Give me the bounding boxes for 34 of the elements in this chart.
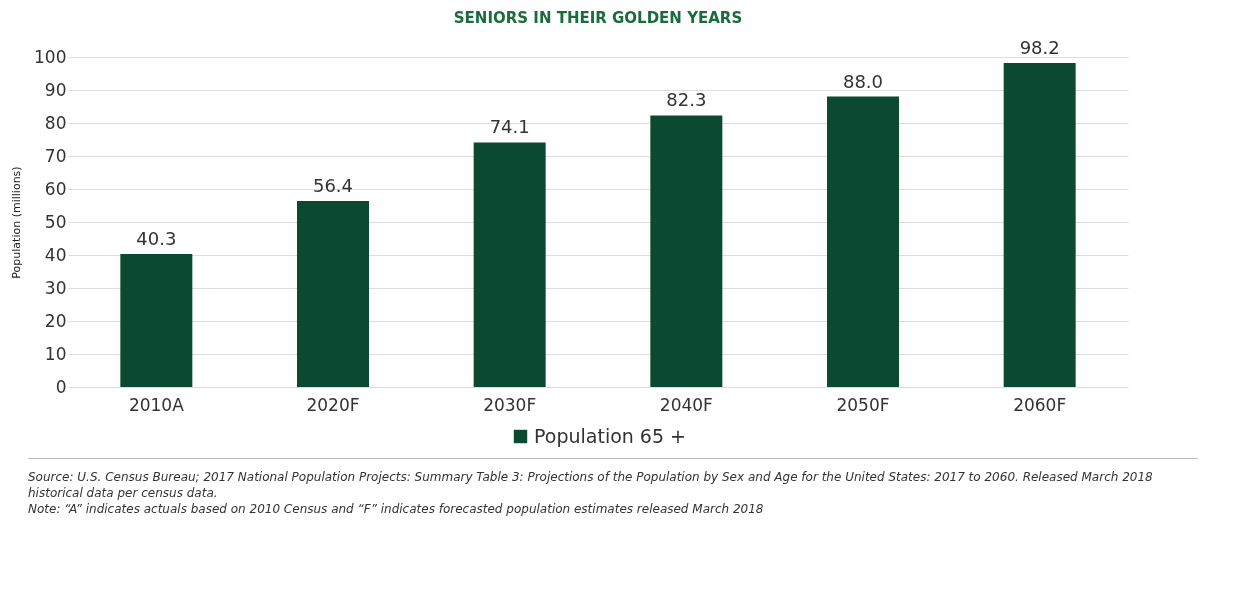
bar [827, 96, 899, 387]
source-note: Source: U.S. Census Bureau; 2017 National Population Projects: Summary Table 3: Projections of the Population by Sex and Age for the United States: 2017 to 2060. Released March 2018 historical data per census data. [28, 469, 1154, 501]
y-tick-label: 10 [44, 343, 67, 364]
text: Note: “A” indicates actuals based on 2010 Census and “F” indicates forecasted population estimates released March 2018 [28, 501, 765, 517]
bar [297, 200, 369, 387]
text: 98.2 [1019, 36, 1060, 58]
text: 40.3 [136, 228, 177, 250]
y-tick-label: 90 [44, 79, 67, 100]
x-tick-label: 2010A [128, 394, 185, 415]
y-tick-label: 50 [44, 211, 67, 232]
y-tick-label: 100 [34, 46, 67, 67]
y-tick-label: 40 [44, 244, 67, 265]
text: 88.0 [842, 70, 884, 92]
bar [473, 142, 546, 387]
chart-title: SENIORS IN THEIR GOLDEN YEARS [453, 8, 743, 27]
y-tick-label: 30 [44, 277, 67, 298]
bar [1003, 62, 1076, 387]
y-tick-label: 70 [44, 145, 67, 166]
bar [120, 254, 193, 387]
bar [650, 115, 723, 387]
text: 74.1 [489, 116, 530, 138]
y-tick-label: 60 [44, 178, 67, 199]
x-tick-label: 2030F [483, 394, 537, 415]
y-axis-title: Population (millions) [10, 166, 24, 279]
y-tick-label: 0 [55, 376, 67, 397]
x-tick-label: 2050F [836, 394, 890, 415]
x-tick-label: 2060F [1013, 394, 1067, 415]
x-tick-label: 2020F [306, 394, 360, 415]
y-tick-label: 80 [44, 112, 67, 133]
text: 56.4 [312, 174, 354, 196]
y-tick-label: 20 [44, 310, 67, 331]
legend-label: Population 65 + [534, 424, 686, 447]
x-tick-label: 2040F [659, 394, 713, 415]
text: 82.3 [666, 89, 707, 111]
